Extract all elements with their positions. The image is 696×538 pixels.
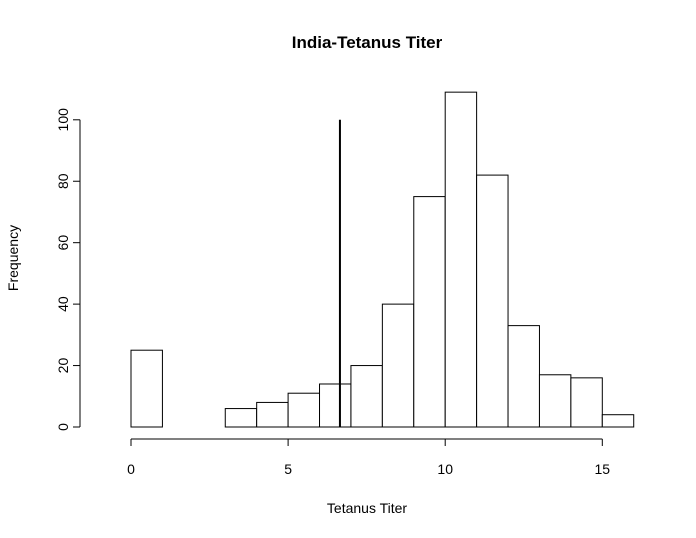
chart-title: India-Tetanus Titer: [292, 33, 443, 52]
histogram-bar: [130, 349, 163, 428]
x-tick-label: 0: [127, 461, 135, 477]
y-tick-label: 60: [55, 235, 71, 251]
x-tick-label: 10: [437, 461, 453, 477]
histogram-bar: [413, 196, 446, 428]
y-tick-label: 40: [55, 296, 71, 312]
histogram-bar: [476, 174, 509, 428]
histogram-bar: [287, 392, 321, 428]
histogram-bar: [256, 401, 289, 428]
histogram-bar: [507, 325, 540, 428]
x-axis: 0 5 10 15: [127, 438, 611, 477]
x-tick-label: 5: [284, 461, 292, 477]
histogram-bar: [444, 91, 478, 428]
histogram-bar: [319, 383, 352, 428]
histogram-bar: [570, 377, 603, 428]
bars-group: [130, 91, 635, 428]
histogram-bar: [224, 408, 258, 428]
x-axis-label: Tetanus Titer: [327, 500, 407, 516]
histogram-bar: [350, 365, 383, 428]
x-tick-label: 15: [595, 461, 611, 477]
histogram-bar: [538, 374, 572, 428]
histogram-bar: [601, 414, 635, 428]
y-tick-label: 20: [55, 358, 71, 374]
y-tick-label: 0: [55, 423, 71, 431]
y-tick-label: 100: [55, 108, 71, 132]
histogram-bar: [381, 303, 415, 428]
y-axis-label: Frequency: [5, 225, 21, 291]
y-axis: 0 20 40 60 80 100: [55, 108, 81, 431]
y-tick-label: 80: [55, 173, 71, 189]
